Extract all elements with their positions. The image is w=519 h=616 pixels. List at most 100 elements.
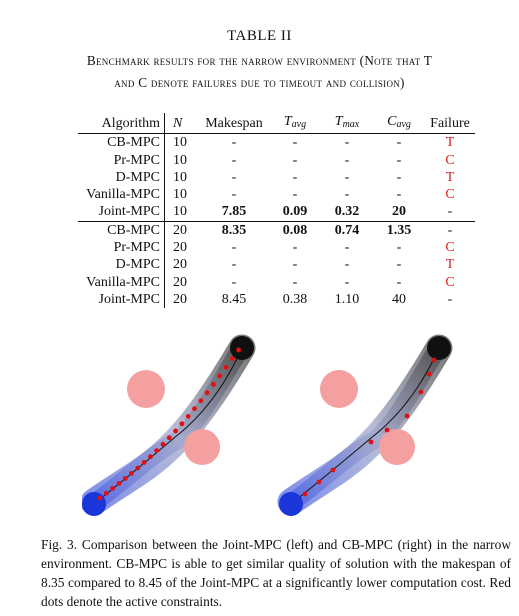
cell-n: 10 — [173, 204, 187, 220]
cell-c-avg: 1.35 — [386, 222, 412, 238]
table-row: Joint-MPC 20 8.45 0.38 1.10 40 - — [78, 290, 475, 309]
cell-c-avg: - — [396, 135, 402, 151]
cell-t-max: - — [344, 187, 350, 203]
active-constraint-dot — [426, 371, 432, 377]
active-constraint-dot — [179, 421, 185, 427]
left-obstacle-upper — [127, 370, 165, 408]
cell-makespan: - — [231, 274, 237, 290]
cell-algorithm: Vanilla-MPC — [78, 273, 165, 291]
cell-makespan: - — [231, 152, 237, 168]
header-algorithm: Algorithm — [78, 113, 165, 134]
cell-failure: T — [445, 257, 455, 273]
cell-c-avg: - — [396, 169, 402, 185]
table-row: Pr-MPC 20 - - - - C — [78, 239, 475, 257]
active-constraint-dot — [185, 413, 191, 419]
cell-makespan: - — [231, 187, 237, 203]
active-constraint-dot — [198, 398, 204, 404]
active-constraint-dot — [384, 427, 390, 433]
active-constraint-dot — [166, 435, 172, 441]
active-constraint-dot — [316, 479, 322, 485]
cell-t-max: - — [344, 135, 350, 151]
cell-t-avg: - — [292, 169, 298, 185]
cell-c-avg: - — [396, 240, 402, 256]
figure-right-cb-mpc — [277, 334, 453, 516]
cell-makespan: 8.35 — [221, 222, 247, 238]
cell-failure: C — [445, 240, 455, 256]
active-constraint-dot — [116, 481, 122, 486]
right-start-robot — [279, 492, 303, 516]
left-goal-robot — [230, 336, 254, 360]
table-row: Vanilla-MPC 20 - - - - C — [78, 273, 475, 291]
header-t-avg-base: T — [283, 114, 292, 129]
cell-n: 10 — [173, 187, 187, 203]
cell-algorithm: Joint-MPC — [78, 290, 165, 309]
cell-algorithm: Joint-MPC — [78, 203, 165, 222]
header-t-max-base: T — [334, 114, 343, 129]
cell-algorithm: Pr-MPC — [78, 151, 165, 169]
table-row: Pr-MPC 10 - - - - C — [78, 151, 475, 169]
cell-makespan: 8.45 — [221, 291, 247, 307]
active-constraint-dot — [368, 439, 374, 445]
cell-makespan: - — [231, 135, 237, 151]
active-constraint-dot — [330, 467, 336, 473]
header-c-avg-sub: avg — [396, 119, 411, 130]
cell-n: 20 — [173, 291, 187, 307]
header-c-avg-base: C — [387, 114, 397, 129]
cell-t-max: - — [344, 152, 350, 168]
active-constraint-dot — [122, 476, 128, 481]
cell-algorithm: CB-MPC — [78, 133, 165, 152]
active-constraint-dot — [236, 347, 242, 353]
active-constraint-dot — [148, 454, 153, 460]
table-row: CB-MPC 20 8.35 0.08 0.74 1.35 - — [78, 221, 475, 240]
cell-failure: - — [447, 204, 453, 220]
cell-makespan: 7.85 — [221, 204, 247, 220]
cell-t-avg: - — [292, 187, 298, 203]
table-row: Vanilla-MPC 10 - - - - C — [78, 186, 475, 204]
active-constraint-dot — [204, 390, 210, 396]
active-constraint-dot — [192, 406, 197, 412]
cell-n: 20 — [173, 240, 187, 256]
table-caption-line-1: Benchmark results for the narrow environ… — [86, 53, 433, 68]
active-constraint-dot — [129, 470, 134, 476]
trajectory-figure — [82, 334, 453, 516]
header-n: N — [173, 115, 183, 131]
table-header-row: Algorithm N Makespan Tavg Tmax Cavg Fail… — [78, 113, 475, 134]
header-t-max: Tmax — [321, 113, 373, 134]
left-active-constraints — [97, 347, 242, 501]
cell-t-avg: 0.09 — [282, 204, 308, 220]
table-caption: Benchmark results for the narrow environ… — [8, 50, 511, 94]
cell-failure: C — [445, 152, 455, 168]
cell-c-avg: - — [396, 187, 402, 203]
cell-t-max: 0.32 — [334, 204, 360, 220]
cell-n: 10 — [173, 135, 187, 151]
cell-algorithm: D-MPC — [78, 256, 165, 274]
cell-t-max: - — [344, 240, 350, 256]
cell-t-max: - — [344, 169, 350, 185]
active-constraint-dot — [160, 441, 166, 447]
right-active-constraints — [302, 357, 437, 497]
cell-failure: - — [447, 291, 453, 307]
header-t-max-sub: max — [342, 119, 360, 130]
cell-c-avg: - — [396, 257, 402, 273]
table-row: D-MPC 10 - - - - T — [78, 168, 475, 187]
cell-failure: T — [445, 135, 455, 151]
active-constraint-dot — [229, 356, 235, 362]
cell-makespan: - — [231, 169, 237, 185]
cell-t-avg: - — [292, 274, 298, 290]
table-caption-line-2: and C denote failures due to timeout and… — [114, 75, 405, 90]
cell-t-avg: - — [292, 135, 298, 151]
active-constraint-dot — [97, 495, 103, 501]
header-t-avg: Tavg — [269, 113, 321, 134]
cell-t-avg: 0.38 — [282, 291, 308, 307]
header-t-avg-sub: avg — [291, 119, 307, 130]
cell-algorithm: Vanilla-MPC — [78, 186, 165, 204]
left-obstacle-lower — [184, 429, 220, 465]
cell-c-avg: - — [396, 274, 402, 290]
figure-left-joint-mpc — [82, 334, 256, 516]
header-failure: Failure — [430, 115, 470, 131]
active-constraint-dot — [223, 364, 229, 370]
left-start-robot — [82, 492, 106, 516]
cell-algorithm: Pr-MPC — [78, 239, 165, 257]
cell-algorithm: D-MPC — [78, 168, 165, 187]
cell-failure: C — [445, 187, 455, 203]
